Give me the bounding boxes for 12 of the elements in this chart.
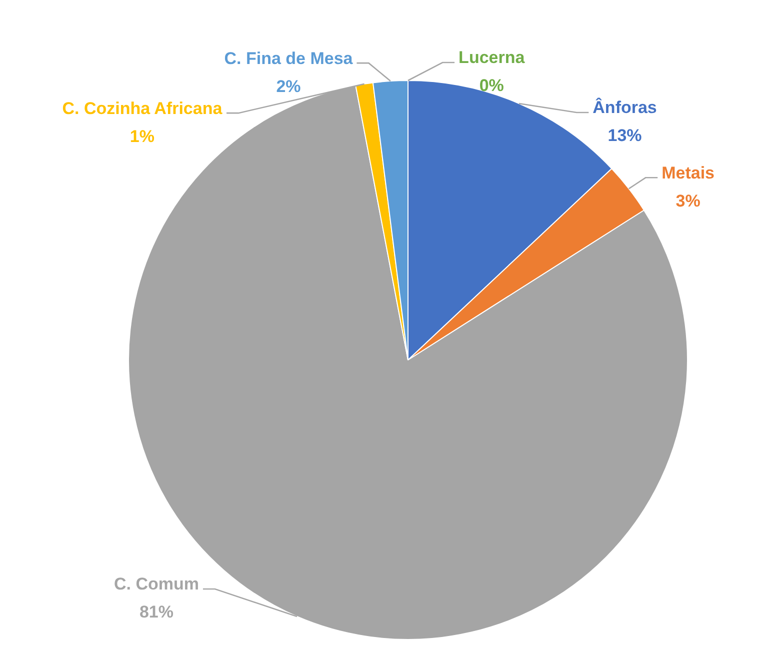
slice-label: C. Fina de Mesa [224, 48, 354, 68]
data-label: 3% [676, 191, 700, 210]
data-label: 1% [130, 126, 154, 146]
slice-label: Metais [662, 163, 715, 182]
data-label: 81% [139, 602, 174, 622]
category-label: Lucerna [458, 48, 525, 68]
slice-label: Ânforas [592, 97, 657, 118]
text: 0% [479, 76, 504, 96]
slice-label: C. Cozinha Africana [62, 98, 223, 118]
data-label: 13% [608, 126, 642, 146]
data-label: 2% [276, 76, 301, 96]
slice-label: C. Comum [114, 574, 199, 594]
